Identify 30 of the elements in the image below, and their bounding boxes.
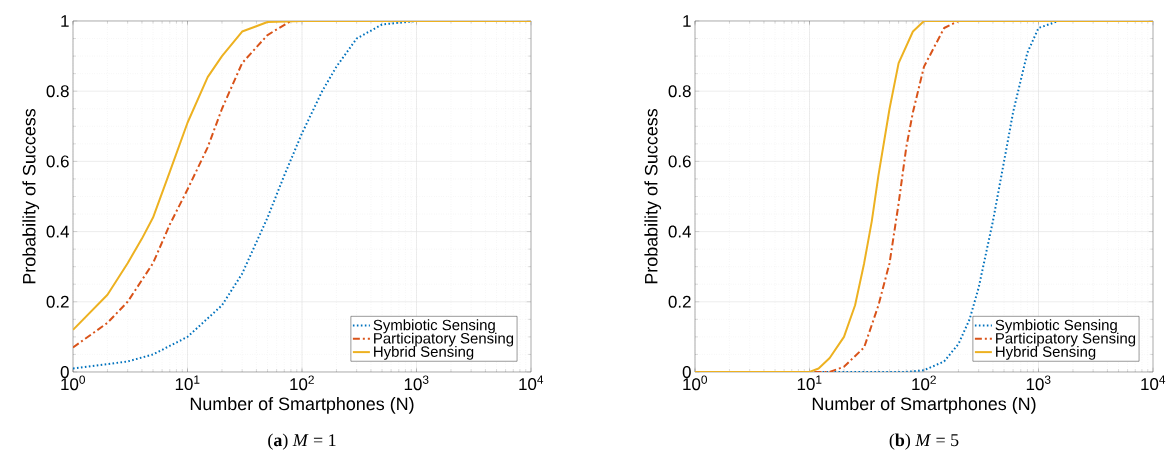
y-tick-label: 0.4 [668, 225, 691, 238]
y-axis-title: Probability of Success [644, 108, 662, 284]
y-tick-label: 1 [61, 15, 69, 27]
x-tick-label: 10$^{3}$ [404, 375, 429, 391]
legend-label: Participatory Sensing [374, 332, 514, 347]
y-tick-label: 0.6 [668, 155, 691, 168]
x-tick-label: 10$^{2}$ [290, 375, 314, 391]
legend-label: Symbiotic Sensing [995, 319, 1117, 334]
x-axis-title: Number of Smartphones (N) [190, 397, 414, 414]
y-tick-label: 0 [60, 365, 69, 378]
y-axis-title: Probability of Success [22, 108, 40, 284]
x-tick-label: 10$^{1}$ [797, 375, 822, 391]
y-tick-label: 0.4 [46, 225, 69, 238]
legend-label: Participatory Sensing [996, 332, 1136, 347]
x-tick-label: 10$^{1}$ [175, 375, 200, 391]
text: (b) M = 5 [889, 433, 959, 450]
y-tick-label: 1 [683, 15, 691, 27]
y-tick-label: 0.8 [668, 85, 691, 98]
legend-label: Symbiotic Sensing [373, 319, 495, 334]
y-tick-label: 0 [682, 365, 691, 378]
y-tick-label: 0.8 [46, 85, 69, 98]
y-tick-label: 0.6 [46, 155, 69, 168]
x-tick-label: 10$^{2}$ [912, 375, 936, 391]
x-axis-title: Number of Smartphones (N) [812, 397, 1036, 414]
x-tick-label: 10$^{4}$ [1141, 375, 1166, 391]
text: (a) M = 1 [268, 433, 336, 450]
x-tick-label: 10$^{4}$ [519, 375, 544, 391]
y-tick-label: 0.2 [668, 295, 691, 308]
x-tick-label: 10$^{3}$ [1026, 375, 1051, 391]
y-tick-label: 0.2 [46, 295, 69, 308]
